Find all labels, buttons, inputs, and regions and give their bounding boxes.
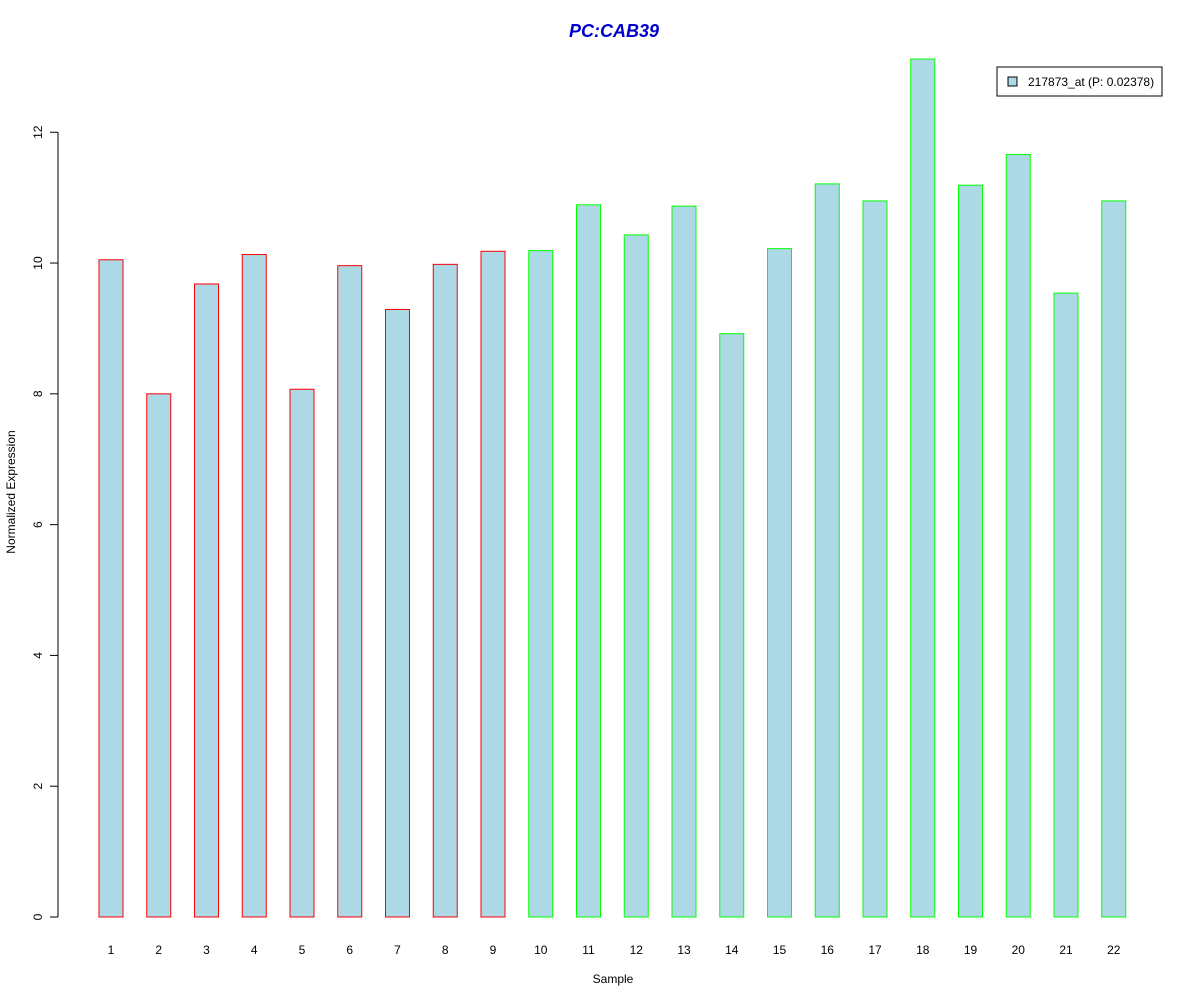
y-axis-label: Normalized Expression bbox=[4, 430, 18, 553]
y-tick-label: 12 bbox=[31, 125, 45, 139]
legend-swatch bbox=[1007, 76, 1018, 87]
legend-label: 217873_at (P: 0.02378) bbox=[1028, 75, 1154, 89]
bar bbox=[385, 308, 410, 918]
bar bbox=[767, 248, 792, 918]
x-tick-label: 2 bbox=[155, 943, 162, 957]
x-tick-label: 10 bbox=[534, 943, 548, 957]
bar bbox=[98, 259, 124, 918]
x-tick-label: 12 bbox=[630, 943, 644, 957]
x-tick-label: 17 bbox=[868, 943, 882, 957]
y-tick-label: 6 bbox=[31, 521, 45, 528]
x-tick-label: 16 bbox=[821, 943, 835, 957]
y-tick-label: 2 bbox=[31, 783, 45, 790]
legend: 217873_at (P: 0.02378) bbox=[996, 66, 1163, 97]
x-tick-label: 5 bbox=[299, 943, 306, 957]
x-tick-label: 22 bbox=[1107, 943, 1121, 957]
x-tick-label: 7 bbox=[394, 943, 401, 957]
chart-title: PC:CAB39 bbox=[569, 21, 659, 41]
x-tick-label: 14 bbox=[725, 943, 739, 957]
bar bbox=[528, 250, 554, 918]
bar bbox=[432, 263, 458, 918]
x-tick-label: 18 bbox=[916, 943, 930, 957]
bar bbox=[1101, 200, 1127, 918]
x-tick-label: 3 bbox=[203, 943, 210, 957]
bars bbox=[98, 58, 1127, 918]
bar bbox=[814, 183, 840, 918]
bar bbox=[576, 204, 601, 918]
legend-box bbox=[996, 66, 1163, 97]
bar bbox=[910, 58, 936, 918]
x-tick-label: 13 bbox=[677, 943, 691, 957]
x-tick-label: 15 bbox=[773, 943, 787, 957]
bar bbox=[146, 393, 172, 918]
x-tick-label: 20 bbox=[1012, 943, 1026, 957]
bar bbox=[958, 184, 983, 918]
bar bbox=[337, 265, 363, 918]
x-tick-label: 9 bbox=[490, 943, 497, 957]
x-axis-label: Sample bbox=[593, 972, 634, 986]
bar bbox=[719, 333, 745, 918]
x-tick-label: 4 bbox=[251, 943, 258, 957]
bar bbox=[289, 388, 315, 918]
bar bbox=[1053, 292, 1079, 918]
bar bbox=[623, 234, 649, 918]
y-axis: 0 2 4 6 8 10 12 bbox=[31, 125, 59, 920]
x-tick-label: 6 bbox=[346, 943, 353, 957]
x-tick-label: 11 bbox=[582, 943, 595, 957]
bar bbox=[241, 254, 267, 918]
bar bbox=[194, 283, 219, 918]
bar bbox=[1005, 153, 1031, 918]
y-tick-label: 10 bbox=[31, 256, 45, 270]
x-axis-tick-labels: 1 2 3 4 5 6 7 8 9 10 11 12 13 14 15 16 17 18 19 20 21 22 bbox=[108, 943, 1121, 957]
bar bbox=[671, 205, 697, 918]
y-tick-label: 0 bbox=[31, 913, 45, 920]
x-tick-label: 21 bbox=[1059, 943, 1073, 957]
x-tick-label: 8 bbox=[442, 943, 449, 957]
bar bbox=[480, 250, 506, 918]
y-tick-label: 8 bbox=[31, 390, 45, 397]
x-tick-label: 19 bbox=[964, 943, 978, 957]
y-tick-label: 4 bbox=[31, 652, 45, 659]
x-tick-label: 1 bbox=[108, 943, 115, 957]
bar bbox=[862, 200, 888, 918]
